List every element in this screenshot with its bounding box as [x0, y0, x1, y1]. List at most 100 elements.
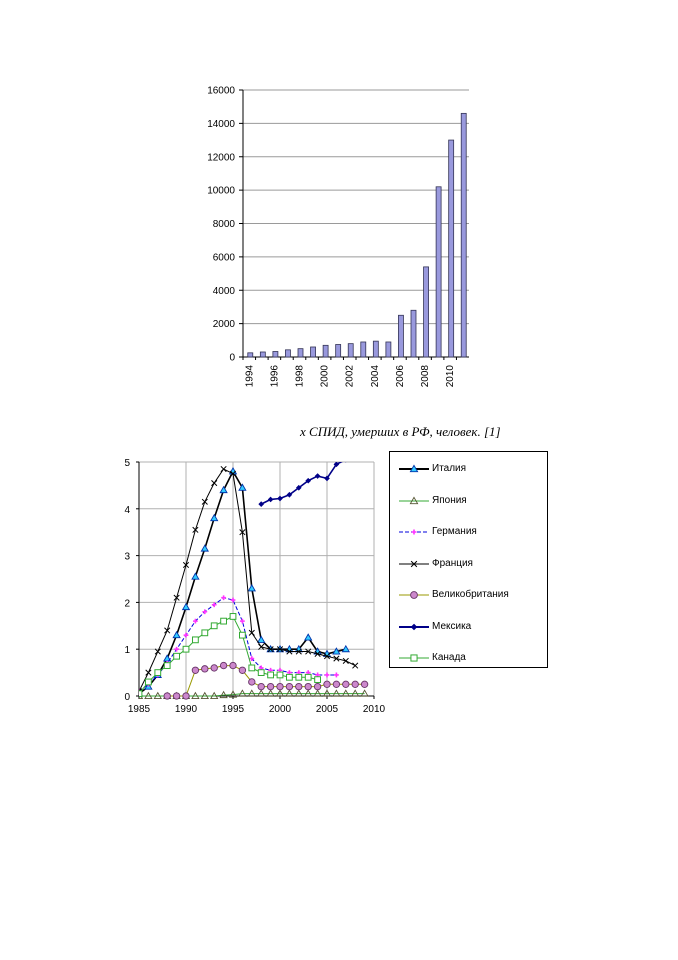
- x-tick-label: 2008: [420, 365, 431, 388]
- data-point: [341, 644, 350, 653]
- data-point: [345, 462, 347, 463]
- data-point: [210, 691, 219, 700]
- data-point: [191, 666, 200, 674]
- data-point: [173, 594, 180, 601]
- x-tick-label: 1985: [128, 704, 151, 715]
- data-point: [191, 572, 200, 580]
- data-point: [353, 453, 358, 458]
- data-point: [172, 692, 181, 700]
- data-point: [352, 662, 359, 669]
- data-point: [257, 689, 266, 697]
- series-line: [139, 597, 337, 692]
- data-point: [322, 689, 332, 697]
- x-tick-label: 2000: [269, 704, 292, 715]
- data-point: [201, 665, 209, 673]
- data-point: [210, 664, 218, 672]
- legend-swatch: [399, 623, 429, 630]
- data-point: [219, 485, 228, 494]
- legend-item: Великобритания: [390, 586, 548, 606]
- legend-label: Япония: [432, 494, 467, 506]
- bar: [310, 346, 316, 358]
- bar: [272, 351, 279, 358]
- data-point: [410, 560, 418, 567]
- bar: [435, 186, 442, 358]
- data-point: [163, 662, 171, 669]
- x-tick-label: 2004: [370, 365, 381, 388]
- data-point: [172, 630, 181, 639]
- data-point: [286, 648, 293, 655]
- data-point: [409, 464, 419, 473]
- y-tick-label: 5: [124, 458, 130, 469]
- data-point: [314, 650, 321, 657]
- line-chart-legend: Италия Япония Германия Франция Великобритани…: [389, 451, 548, 668]
- bar: [322, 344, 329, 358]
- data-point: [333, 462, 340, 468]
- bar: [385, 341, 392, 358]
- y-tick-label: 16000: [207, 86, 235, 97]
- bar: [335, 344, 342, 358]
- bar: [372, 340, 379, 358]
- legend-swatch: [399, 464, 429, 473]
- legend-item: Франция: [390, 555, 548, 575]
- data-point: [249, 656, 255, 661]
- data-point: [257, 669, 265, 676]
- data-point: [266, 689, 275, 697]
- y-tick-label: 4: [124, 505, 130, 516]
- data-point: [248, 664, 256, 672]
- bar: [347, 343, 354, 358]
- data-point: [181, 602, 191, 611]
- data-point: [276, 671, 284, 679]
- data-point: [410, 623, 418, 630]
- legend-swatch: [399, 495, 429, 504]
- data-point: [220, 617, 227, 625]
- data-point: [276, 682, 284, 691]
- data-point: [182, 645, 190, 653]
- series: [139, 613, 321, 698]
- data-point: [305, 648, 312, 655]
- data-point: [154, 669, 162, 676]
- data-point: [323, 680, 331, 688]
- data-point: [360, 689, 369, 697]
- series: [258, 453, 358, 507]
- data-point: [174, 646, 179, 652]
- legend-label: Мексика: [432, 620, 472, 632]
- data-point: [304, 633, 313, 641]
- x-tick-label: 1998: [295, 365, 306, 388]
- bar: [285, 349, 291, 358]
- series: [163, 661, 369, 700]
- legend-label: Канада: [432, 652, 466, 663]
- data-point: [228, 690, 238, 698]
- legend-swatch: [399, 591, 429, 599]
- data-point: [410, 654, 418, 662]
- data-point: [210, 622, 218, 630]
- data-point: [285, 682, 294, 691]
- data-point: [294, 689, 303, 697]
- data-point: [200, 691, 209, 700]
- legend-label: Великобритания: [432, 589, 509, 600]
- series: [139, 465, 359, 695]
- data-point: [276, 646, 284, 653]
- line-chart: 0 1 2 3 4 5 1985 1990 1995 2000 2005 2010: [124, 453, 385, 715]
- data-point: [304, 673, 312, 681]
- bar: [297, 348, 304, 358]
- data-point: [238, 483, 247, 491]
- data-point: [266, 682, 275, 691]
- x-tick-label: 2006: [395, 365, 406, 388]
- data-point: [351, 689, 360, 697]
- data-point: [323, 653, 331, 660]
- data-point: [183, 632, 189, 638]
- data-point: [277, 495, 283, 502]
- x-tick-label: 2002: [345, 365, 356, 388]
- bar: [259, 351, 266, 358]
- legend-swatch: [399, 654, 429, 662]
- data-point: [239, 631, 246, 639]
- data-point: [304, 689, 313, 697]
- data-point: [248, 678, 256, 686]
- data-point: [332, 680, 341, 688]
- series-line: [139, 615, 318, 694]
- data-point: [145, 678, 152, 686]
- bar: [360, 341, 367, 358]
- data-point: [211, 479, 218, 487]
- y-tick-label: 2000: [213, 319, 236, 330]
- data-point: [258, 643, 265, 650]
